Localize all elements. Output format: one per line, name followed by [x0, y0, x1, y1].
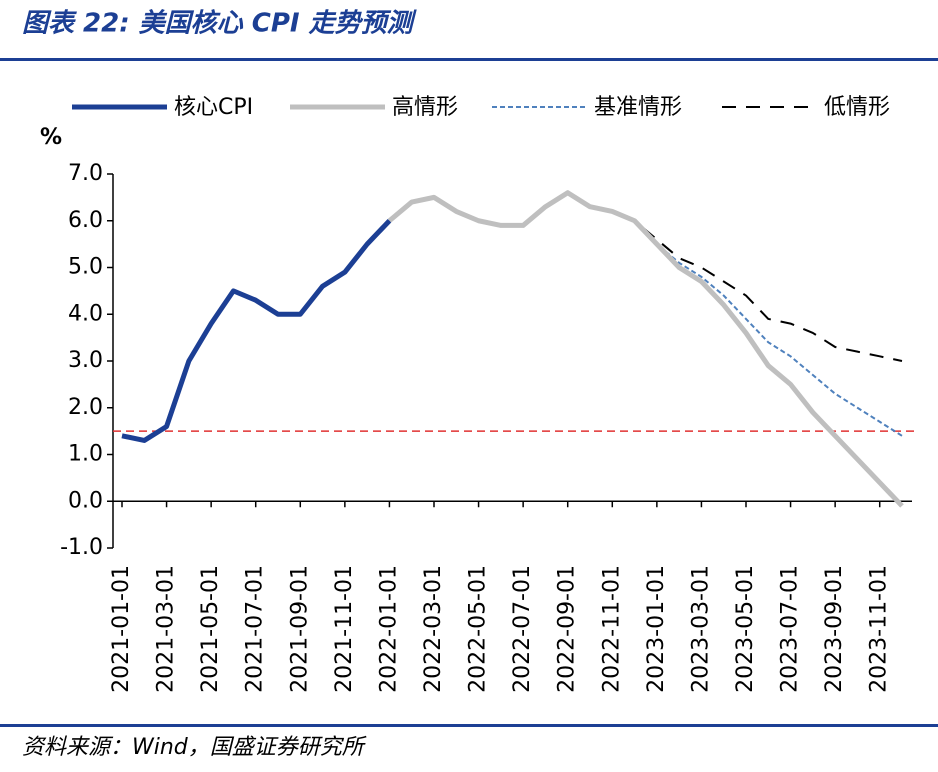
y-tick-label: 6.0	[68, 208, 103, 233]
y-tick-label: 5.0	[68, 255, 103, 280]
title-rule	[0, 58, 938, 61]
x-tick-label: 2023-09-01	[822, 565, 847, 693]
x-tick-label: 2023-01-01	[644, 565, 669, 693]
line-series	[121, 219, 392, 443]
source-rule	[0, 724, 938, 727]
x-tick-label: 2023-07-01	[778, 565, 803, 693]
y-tick-label: -1.0	[60, 535, 103, 560]
y-tick-label: 3.0	[68, 348, 103, 373]
legend-label: 低情形	[824, 95, 890, 120]
x-tick-label: 2022-01-01	[376, 565, 401, 693]
x-tick-label: 2021-01-01	[109, 565, 134, 693]
x-tick-label: 2021-07-01	[243, 565, 268, 693]
legend-label: 核心CPI	[174, 95, 253, 120]
x-tick-label: 2023-03-01	[688, 565, 713, 693]
y-tick-label: 4.0	[68, 301, 103, 326]
y-tick-label: 7.0	[68, 161, 103, 186]
y-tick-label: 0.0	[68, 488, 103, 513]
x-tick-label: 2022-03-01	[421, 565, 446, 693]
x-tick-label: 2021-11-01	[332, 565, 357, 693]
x-tick-label: 2022-11-01	[599, 565, 624, 693]
legend-label: 基准情形	[594, 95, 682, 120]
x-tick-label: 2021-09-01	[287, 565, 312, 693]
y-tick-label: 1.0	[68, 442, 103, 467]
x-tick-label: 2022-07-01	[510, 565, 535, 693]
x-tick-label: 2021-03-01	[154, 565, 179, 693]
line-series	[387, 190, 904, 508]
x-tick-label: 2023-11-01	[867, 565, 892, 693]
y-axis-label: %	[40, 125, 62, 150]
x-tick-label: 2022-05-01	[466, 565, 491, 693]
source: 资料来源：Wind，国盛证券研究所	[22, 735, 367, 760]
x-tick-label: 2021-05-01	[198, 565, 223, 693]
y-tick-label: 2.0	[68, 395, 103, 420]
chart-title: 图表 22: 美国核心 CPI 走势预测	[22, 9, 418, 39]
x-tick-label: 2022-09-01	[555, 565, 580, 693]
legend-label: 高情形	[392, 95, 458, 120]
x-tick-label: 2023-05-01	[733, 565, 758, 693]
